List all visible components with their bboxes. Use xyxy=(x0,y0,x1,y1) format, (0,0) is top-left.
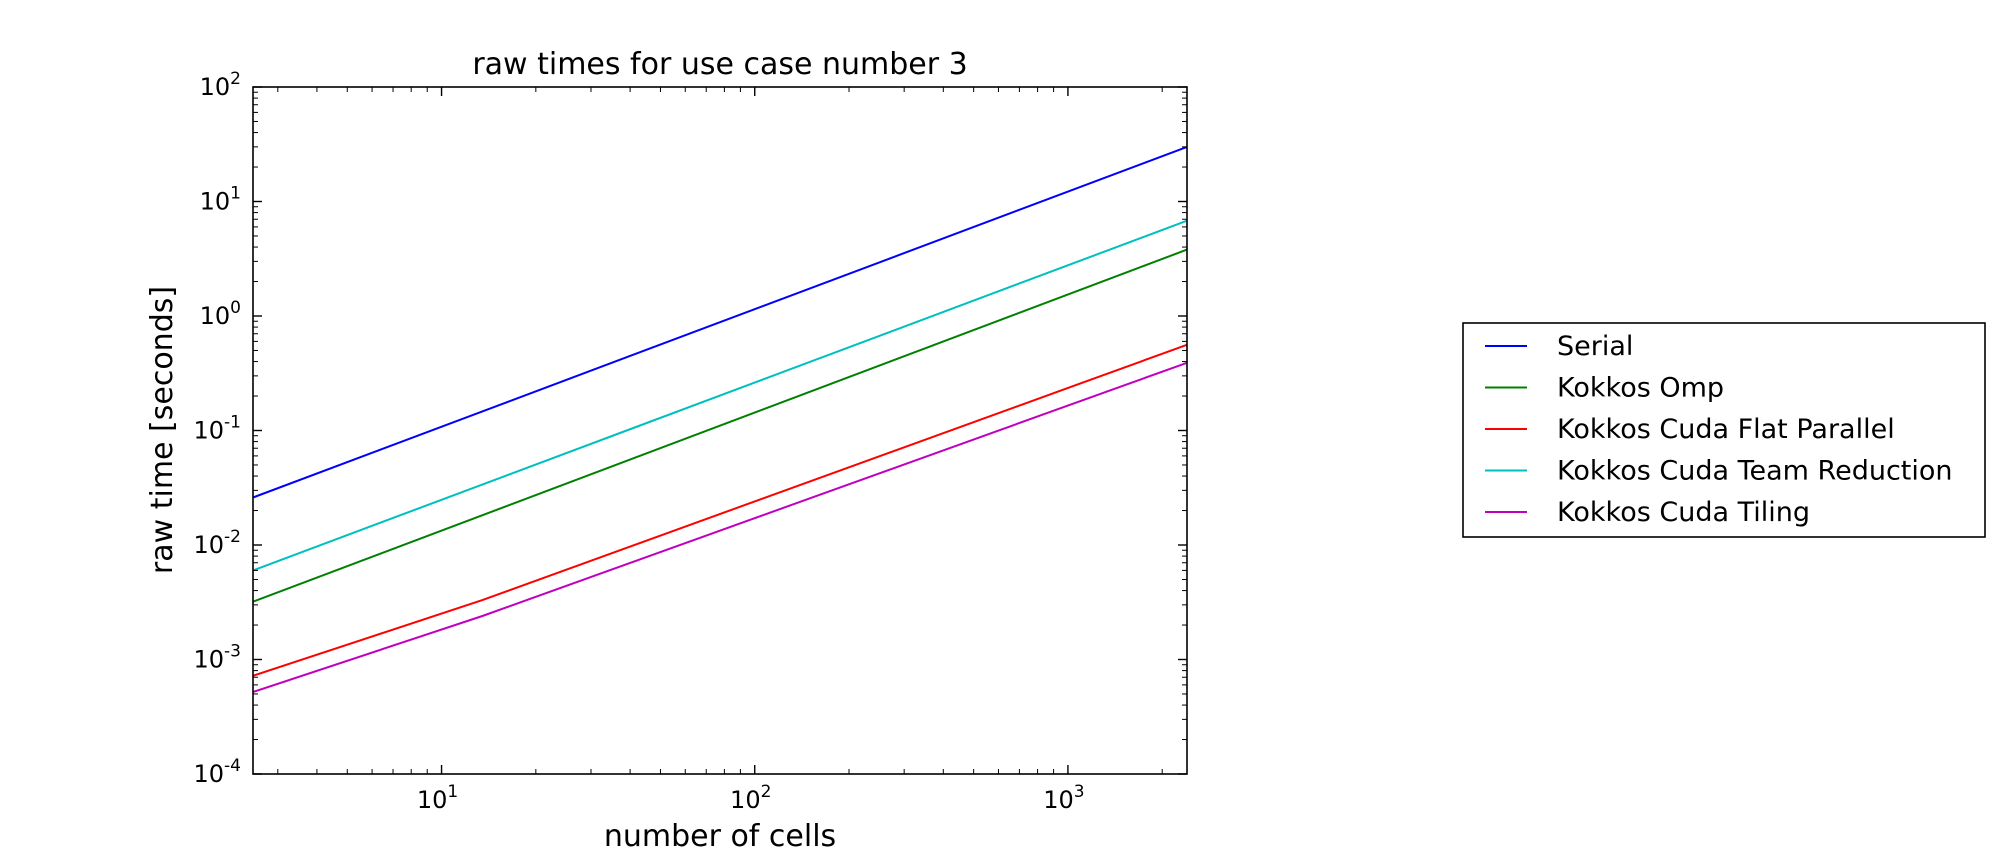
y-tick-label: 101 xyxy=(200,184,241,216)
y-tick-label-base: 10 xyxy=(200,302,231,330)
x-tick-label-base: 10 xyxy=(417,786,448,814)
y-tick-label-base: 10 xyxy=(194,531,225,559)
legend-label-serial: Serial xyxy=(1557,331,1633,362)
y-tick-label-base: 10 xyxy=(194,417,225,445)
x-axis-label: number of cells xyxy=(604,819,836,854)
x-tick-label-exponent: 2 xyxy=(761,782,772,802)
y-tick-label: 10-3 xyxy=(194,642,242,674)
series-line-kokkos-cuda-tiling xyxy=(252,361,1188,693)
series-line-kokkos-cuda-team-reduction xyxy=(252,219,1188,572)
legend-items: Serial Kokkos Omp Kokkos Cuda Flat Paralle… xyxy=(1485,331,1953,528)
y-tick-label-base: 10 xyxy=(194,646,225,674)
y-tick-label-exponent: -1 xyxy=(224,413,241,433)
y-tick-label-base: 10 xyxy=(200,188,231,216)
y-tick-label-exponent: 2 xyxy=(230,69,241,89)
y-tick-label: 100 xyxy=(200,298,241,330)
x-tick-label-base: 10 xyxy=(1043,786,1074,814)
y-tick-label-exponent: -2 xyxy=(224,527,241,547)
series-line-kokkos-cuda-flat-parallel xyxy=(252,343,1188,677)
y-tick-label-exponent: 1 xyxy=(230,184,241,204)
y-tick-label-exponent: 0 xyxy=(230,298,241,318)
x-tick-label-exponent: 3 xyxy=(1074,782,1085,802)
x-tick-label-exponent: 1 xyxy=(447,782,458,802)
y-tick-label: 10-4 xyxy=(194,756,242,788)
y-axis-label: raw time [seconds] xyxy=(145,286,180,574)
x-tick-label: 101 xyxy=(417,782,458,814)
legend-box xyxy=(1462,322,1986,538)
y-tick-label-base: 10 xyxy=(200,73,231,101)
legend-label-kokkos-cuda-tiling: Kokkos Cuda Tiling xyxy=(1557,497,1810,528)
legend-label-kokkos-cuda-flat-parallel: Kokkos Cuda Flat Parallel xyxy=(1557,414,1895,445)
x-tick-label: 102 xyxy=(730,782,771,814)
x-tick-label-base: 10 xyxy=(730,786,761,814)
y-tick-label-exponent: -3 xyxy=(224,642,241,662)
y-tick-label: 10-2 xyxy=(194,527,242,559)
legend-label-kokkos-omp: Kokkos Omp xyxy=(1557,373,1724,404)
y-tick-label: 10-1 xyxy=(194,413,242,445)
series-line-kokkos-omp xyxy=(252,248,1188,603)
x-tick-label: 103 xyxy=(1043,782,1084,814)
chart-title: raw times for use case number 3 xyxy=(472,47,967,82)
legend-label-kokkos-cuda-team-reduction: Kokkos Cuda Team Reduction xyxy=(1557,456,1953,487)
series-layer xyxy=(252,145,1188,693)
y-tick-label-base: 10 xyxy=(194,760,225,788)
y-tick-label-exponent: -4 xyxy=(224,756,241,776)
series-line-serial xyxy=(252,145,1188,499)
y-tick-label: 102 xyxy=(200,69,241,101)
legend: Serial Kokkos Omp Kokkos Cuda Flat Paralle… xyxy=(1462,322,1986,538)
